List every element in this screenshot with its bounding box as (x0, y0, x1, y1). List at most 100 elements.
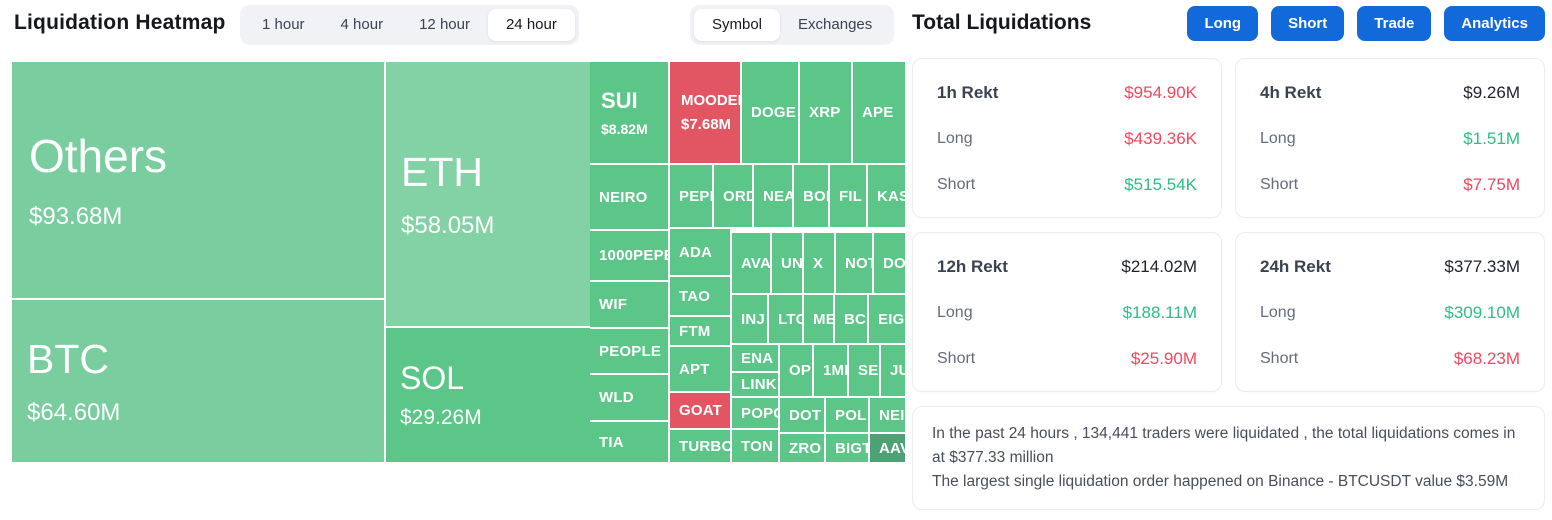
treemap-cell-aave[interactable]: AAVE (870, 434, 905, 462)
cell-symbol-label: WIF (599, 296, 628, 313)
row-label: Long (937, 130, 973, 147)
treemap-cell-dogs[interactable]: DOGS (874, 233, 905, 293)
cell-symbol-label: BIGTIME (835, 439, 868, 457)
tab-exchanges[interactable]: Exchanges (798, 16, 873, 33)
row-label: Short (937, 350, 976, 367)
cell-symbol-label: BCH (844, 310, 867, 328)
cell-symbol-label: LINK (741, 376, 777, 393)
treemap-cell-op[interactable]: OP (780, 345, 812, 396)
cell-symbol-label: AAVE (879, 439, 905, 457)
row-value: $25.90M (1130, 349, 1197, 368)
cell-symbol-label: 1000PEPE (599, 247, 668, 264)
treemap-cell-sui[interactable]: SUI $8.82M (590, 62, 668, 163)
treemap-cell-tao[interactable]: TAO (670, 277, 730, 315)
treemap-cell-turbo[interactable]: TURBO (670, 430, 730, 462)
treemap-cell-ena[interactable]: ENA (732, 345, 778, 371)
cell-symbol-label: BOME (803, 187, 828, 205)
treemap-cell-sei[interactable]: SEI (849, 345, 879, 396)
treemap-cell-zro[interactable]: ZRO (780, 434, 824, 462)
trade-button[interactable]: Trade (1357, 5, 1432, 41)
treemap-cell-bome[interactable]: BOME (794, 165, 828, 227)
cell-symbol-label: JUP (890, 362, 905, 379)
treemap-cell-moodeng[interactable]: MOODENG $7.68M (670, 62, 740, 163)
cell-symbol-label: PEPE (679, 187, 712, 205)
treemap-cell-not[interactable]: NOT (836, 233, 872, 293)
cell-symbol-label: GOAT (679, 402, 723, 419)
rekt-card-24h-rekt: 24h Rekt $377.33M Long $309.10M Short $68.23M (1235, 232, 1545, 392)
cell-symbol-label: UNI (781, 254, 802, 272)
treemap-cell-dot[interactable]: DOT (780, 398, 824, 432)
treemap-cell-others[interactable]: Others $93.68M (12, 62, 384, 298)
treemap-cell-neiro[interactable]: NEIRO (590, 165, 668, 229)
treemap-cell-pol[interactable]: POL (826, 398, 868, 432)
analytics-button[interactable]: Analytics (1444, 5, 1545, 41)
cell-liquidation-value: $7.68M (681, 116, 732, 133)
tab-24-hour[interactable]: 24 hour (487, 9, 575, 41)
treemap-cell-ftm[interactable]: FTM (670, 317, 730, 345)
treemap-cell-wld[interactable]: WLD (590, 375, 668, 420)
cell-symbol-label: X (813, 254, 824, 272)
card-total-value: $214.02M (1121, 257, 1197, 276)
treemap-cell-xrp[interactable]: XRP (800, 62, 851, 163)
treemap-cell-popcat[interactable]: POPCAT (732, 398, 778, 428)
treemap-cell-neiro[interactable]: NEIRO (870, 398, 905, 432)
treemap-cell-ordi[interactable]: ORDI (714, 165, 752, 227)
treemap-cell-apt[interactable]: APT (670, 347, 730, 391)
treemap-cell-tia[interactable]: TIA (590, 422, 668, 462)
treemap-cell-ltc[interactable]: LTC (769, 295, 802, 343)
liquidation-treemap: Others $93.68M BTC $64.60M ETH $58.05M SOL $29.… (12, 62, 905, 462)
treemap-cell-ape[interactable]: APE (853, 62, 905, 163)
row-value: $7.75M (1463, 175, 1520, 194)
total-liquidations-header: Total Liquidations Long Short Trade Analyti… (912, 0, 1545, 46)
cell-symbol-label: FIL (839, 187, 863, 205)
summary-line-2: The largest single liquidation order hap… (932, 473, 1509, 491)
long-button[interactable]: Long (1187, 5, 1259, 41)
tab-4-hour[interactable]: 4 hour (340, 16, 384, 33)
treemap-cell-1000pepe[interactable]: 1000PEPE (590, 231, 668, 280)
cell-symbol-label: MEW (813, 310, 833, 328)
treemap-cell-doge[interactable]: DOGE (742, 62, 798, 163)
treemap-cell-goat[interactable]: GOAT (670, 393, 730, 428)
treemap-cell-link[interactable]: LINK (732, 373, 778, 396)
cell-symbol-label: MOODENG (681, 92, 740, 109)
row-label: Long (1260, 130, 1296, 147)
treemap-cell-x[interactable]: X (804, 233, 834, 293)
tab-12-hour[interactable]: 12 hour (419, 16, 470, 33)
tab-1-hour[interactable]: 1 hour (262, 16, 305, 33)
treemap-cell-jup[interactable]: JUP (881, 345, 905, 396)
cell-symbol-label: ZRO (789, 439, 822, 457)
card-total-value: $954.90K (1124, 83, 1197, 102)
treemap-cell-btc[interactable]: BTC $64.60M (12, 300, 384, 462)
treemap-cell-pepe[interactable]: PEPE (670, 165, 712, 227)
card-header-row: 24h Rekt $377.33M (1260, 257, 1520, 277)
page-title: Liquidation Heatmap (14, 11, 226, 34)
cell-symbol-label: POL (835, 406, 867, 424)
treemap-cell-ada[interactable]: ADA (670, 229, 730, 275)
treemap-cell-uni[interactable]: UNI (772, 233, 802, 293)
tab-symbol[interactable]: Symbol (694, 9, 781, 41)
treemap-cell-kas[interactable]: KAS (868, 165, 905, 227)
cell-symbol-label: TAO (679, 287, 711, 305)
treemap-cell-inj[interactable]: INJ (732, 295, 767, 343)
row-value: $439.36K (1124, 129, 1197, 148)
treemap-cell-1mbabydoge[interactable]: 1MBABYDOGE (814, 345, 847, 396)
cell-symbol-label: NEIRO (599, 188, 648, 206)
row-label: Long (937, 304, 973, 321)
treemap-cell-bigtime[interactable]: BIGTIME (826, 434, 868, 462)
rekt-stat-cards: 1h Rekt $954.90K Long $439.36K Short $515.54K… (912, 58, 1545, 392)
cell-symbol-label: NOT (845, 254, 872, 272)
treemap-cell-avax[interactable]: AVAX (732, 233, 770, 293)
treemap-cell-eth[interactable]: ETH $58.05M (386, 62, 590, 326)
short-button[interactable]: Short (1271, 5, 1345, 41)
treemap-cell-fil[interactable]: FIL (830, 165, 866, 227)
card-total-value: $377.33M (1444, 257, 1520, 276)
treemap-cell-wif[interactable]: WIF (590, 282, 668, 327)
treemap-cell-mew[interactable]: MEW (804, 295, 833, 343)
treemap-cell-sol[interactable]: SOL $29.26M (386, 328, 590, 462)
treemap-cell-near[interactable]: NEAR (754, 165, 792, 227)
treemap-cell-bch[interactable]: BCH (835, 295, 867, 343)
treemap-cell-ton[interactable]: TON (732, 430, 778, 462)
treemap-cell-people[interactable]: PEOPLE (590, 329, 668, 373)
cell-liquidation-value: $93.68M (29, 203, 123, 230)
